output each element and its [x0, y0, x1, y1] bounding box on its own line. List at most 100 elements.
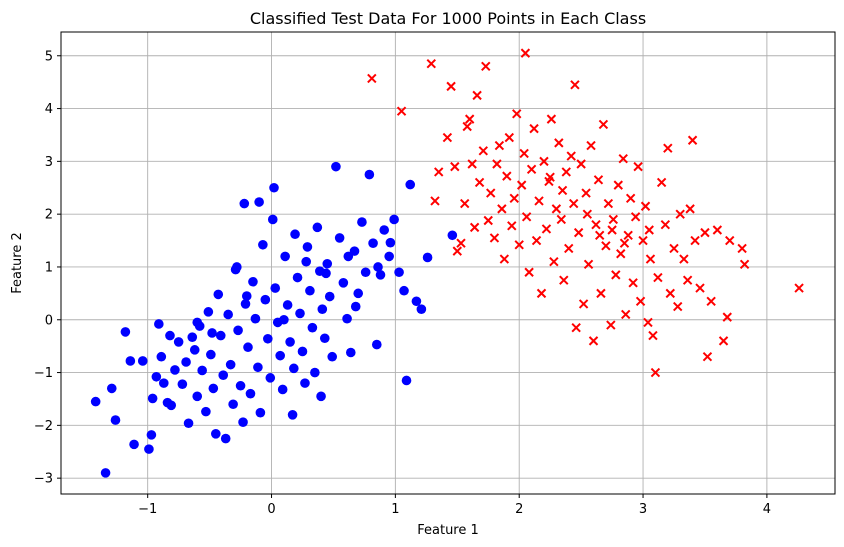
data-point [478, 146, 489, 156]
data-point [452, 246, 462, 256]
data-point [248, 276, 258, 287]
data-point [165, 330, 175, 341]
data-point [243, 342, 253, 353]
data-point [310, 367, 320, 378]
data-point [342, 313, 352, 324]
data-point [653, 272, 663, 283]
data-point [319, 333, 330, 344]
data-point [690, 235, 700, 246]
x-tick-label: 3 [639, 502, 647, 517]
data-point [534, 196, 544, 206]
y-tick-label: 0 [45, 313, 53, 328]
data-point [120, 327, 131, 337]
x-tick-label: 0 [267, 502, 275, 517]
data-point [564, 243, 574, 254]
data-point [494, 140, 505, 151]
data-point [375, 270, 386, 280]
y-tick-label: 3 [45, 155, 53, 170]
data-point [232, 262, 242, 272]
data-point [307, 322, 318, 333]
data-point [203, 307, 214, 317]
data-point [467, 159, 477, 169]
data-point [144, 444, 154, 454]
data-point [265, 373, 276, 383]
data-point [643, 317, 653, 328]
data-point [462, 121, 472, 132]
plot-frame [60, 31, 836, 495]
data-point [181, 357, 191, 367]
data-point [687, 135, 698, 145]
data-point [618, 154, 628, 164]
data-point [129, 439, 139, 450]
data-point [267, 214, 278, 225]
data-point [561, 167, 571, 177]
data-point [606, 320, 616, 330]
data-point [507, 221, 517, 231]
data-point [489, 233, 500, 243]
data-point [712, 225, 723, 235]
data-point [301, 256, 312, 267]
data-point [576, 159, 586, 169]
data-point [189, 345, 200, 355]
data-point [173, 337, 184, 347]
axis-ticks: −1 0 1 2 3 4 −3 −2 −1 0 1 2 3 4 5 [34, 49, 771, 517]
grid [61, 32, 835, 494]
data-point [660, 220, 671, 230]
x-tick-label: 1 [391, 502, 399, 517]
data-point [422, 252, 433, 263]
data-point [192, 317, 203, 328]
data-point [166, 400, 177, 411]
data-point [665, 288, 676, 299]
data-point [460, 198, 470, 209]
data-point [630, 212, 641, 222]
data-point [483, 215, 493, 226]
data-point [250, 313, 261, 324]
data-point [593, 175, 604, 185]
data-point [106, 383, 117, 394]
data-point [524, 267, 534, 277]
data-point [297, 346, 308, 357]
data-point [316, 391, 326, 402]
data-point [197, 365, 207, 376]
data-point [621, 309, 631, 320]
data-point [519, 148, 529, 159]
data-point [446, 81, 456, 92]
data-point [177, 379, 188, 389]
data-point [456, 238, 466, 248]
data-point [570, 80, 580, 90]
x-tick-label: −1 [138, 502, 157, 517]
data-point [516, 180, 527, 190]
data-point [147, 393, 158, 404]
data-point [223, 309, 233, 320]
data-point [258, 239, 268, 250]
data-point [450, 161, 460, 172]
data-point [596, 288, 606, 299]
data-point [551, 204, 562, 214]
data-point [367, 73, 377, 84]
data-point [334, 233, 345, 243]
data-point [512, 109, 522, 119]
data-point [598, 119, 609, 130]
data-point [619, 238, 630, 248]
data-point [497, 204, 507, 214]
data-point [260, 294, 271, 305]
data-point [263, 333, 273, 344]
data-point [312, 222, 323, 233]
data-point [644, 225, 654, 235]
data-point [345, 347, 356, 358]
data-point [650, 367, 661, 378]
data-point [405, 179, 416, 190]
data-point [302, 242, 313, 252]
data-point [154, 319, 164, 329]
data-point [447, 230, 458, 241]
data-point [499, 254, 510, 264]
data-point [225, 359, 236, 370]
data-point [695, 283, 705, 293]
y-tick-label: 5 [45, 49, 53, 64]
data-point [502, 171, 512, 181]
data-point [539, 156, 549, 167]
data-point [206, 349, 216, 360]
data-point [603, 198, 614, 209]
data-point [536, 288, 547, 299]
